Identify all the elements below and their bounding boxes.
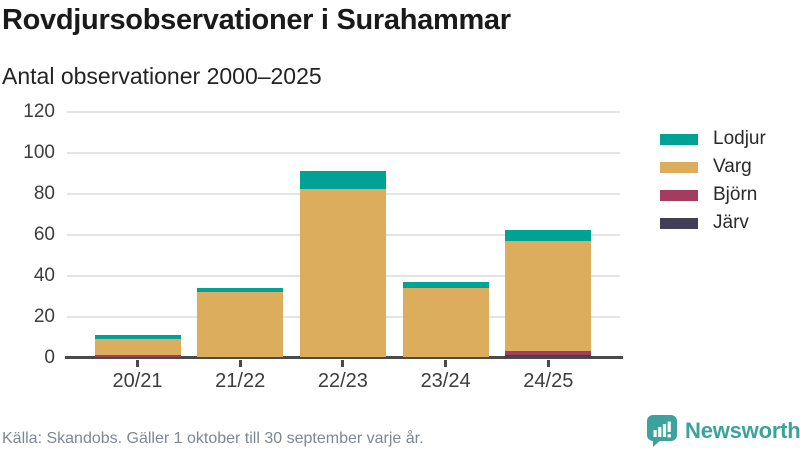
gridline-y-100 bbox=[67, 151, 620, 154]
x-axis-tick-label: 21/22 bbox=[215, 370, 266, 392]
x-axis-tick bbox=[238, 359, 242, 367]
legend-label: Björn bbox=[713, 184, 758, 205]
x-axis-tick-label: 23/24 bbox=[420, 370, 471, 392]
bar-segment-järv-24-25 bbox=[505, 355, 592, 358]
y-axis-tick-label: 80 bbox=[33, 182, 55, 204]
x-axis-tick-label: 20/21 bbox=[112, 370, 163, 392]
legend-swatch-varg bbox=[660, 161, 698, 173]
y-axis-tick-label: 40 bbox=[33, 264, 55, 286]
bar-segment-lodjur-24-25 bbox=[505, 230, 592, 241]
bar-segment-varg-23-24 bbox=[402, 287, 489, 358]
newsworthy-wordmark[interactable]: Newsworthy bbox=[685, 418, 800, 443]
bar-segment-lodjur-20-21 bbox=[94, 334, 181, 340]
legend-label: Lodjur bbox=[713, 128, 766, 149]
legend-swatch-järv bbox=[660, 217, 698, 229]
y-axis-tick-label: 20 bbox=[33, 305, 55, 327]
x-axis-tick-label: 24/25 bbox=[523, 370, 574, 392]
legend: Lodjur Varg Björn Järv bbox=[660, 125, 766, 237]
y-axis-tick-label: 0 bbox=[44, 346, 55, 368]
legend-item-varg: Varg bbox=[660, 153, 766, 181]
x-axis-line bbox=[65, 356, 623, 360]
bar-segment-varg-20-21 bbox=[94, 339, 181, 356]
bar-segment-björn-20-21 bbox=[94, 355, 181, 358]
bar-segment-björn-24-25 bbox=[505, 351, 592, 356]
x-axis-tick bbox=[546, 359, 550, 367]
legend-swatch-björn bbox=[660, 189, 698, 201]
x-axis-tick bbox=[136, 359, 139, 367]
newsworthy-logo[interactable]: Newsworthy bbox=[646, 414, 800, 448]
legend-swatch-lodjur bbox=[660, 133, 698, 145]
chart-subtitle: Antal observationer 2000–2025 bbox=[2, 63, 322, 89]
legend-label: Järv bbox=[713, 212, 749, 233]
legend-item-järv: Järv bbox=[660, 209, 766, 237]
bar-segment-lodjur-21-22 bbox=[197, 287, 284, 292]
x-axis-tick-label: 22/23 bbox=[317, 370, 368, 392]
bar-chart-speech-bubble-icon bbox=[647, 415, 677, 447]
bar-segment-varg-24-25 bbox=[505, 240, 592, 352]
bar-segment-varg-22-23 bbox=[299, 189, 386, 358]
x-axis-tick bbox=[444, 359, 448, 367]
bar-segment-varg-21-22 bbox=[197, 291, 284, 358]
y-axis-tick-label: 60 bbox=[33, 223, 55, 245]
legend-item-björn: Björn bbox=[660, 181, 766, 209]
x-axis-tick bbox=[341, 359, 345, 367]
y-axis-tick-label: 120 bbox=[23, 100, 55, 122]
gridline-y-120 bbox=[67, 110, 620, 113]
legend-item-lodjur: Lodjur bbox=[660, 125, 766, 153]
bar-segment-lodjur-23-24 bbox=[402, 281, 489, 288]
source-note: Källa: Skandobs. Gäller 1 oktober till 3… bbox=[2, 430, 424, 447]
legend-label: Varg bbox=[713, 156, 752, 177]
y-axis-tick-label: 100 bbox=[23, 141, 55, 163]
bar-segment-lodjur-22-23 bbox=[299, 170, 386, 190]
chart-title: Rovdjursobservationer i Surahammar bbox=[2, 4, 511, 36]
